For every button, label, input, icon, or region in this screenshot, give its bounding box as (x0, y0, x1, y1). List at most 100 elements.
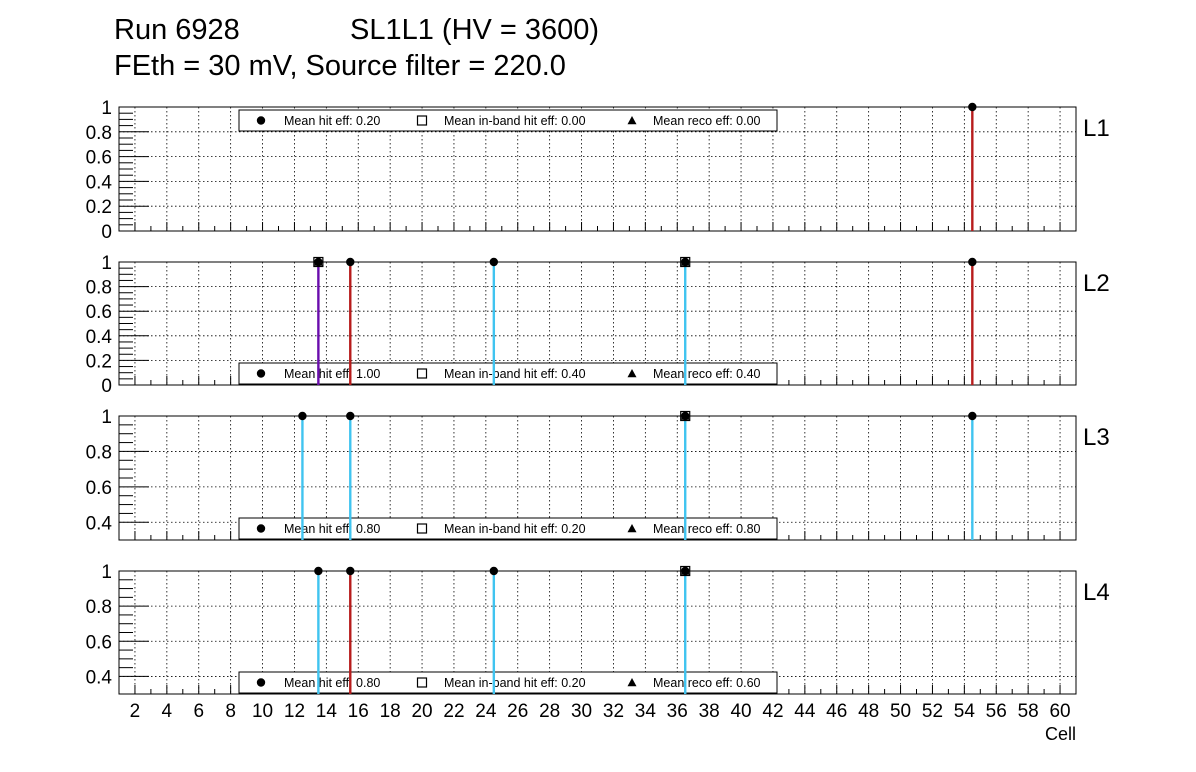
hit-marker (256, 678, 266, 687)
y-tick-label: 1 (101, 562, 112, 583)
x-tick-label: 32 (603, 701, 624, 722)
legend-hit-label: Mean hit eff: 1.00 (284, 367, 380, 381)
inband-marker (416, 368, 428, 379)
hit-marker (256, 116, 266, 125)
x-axis-label: Cell (1045, 724, 1076, 744)
legend-inband-label: Mean in-band hit eff: 0.00 (444, 114, 586, 128)
y-tick-label: 0 (101, 376, 112, 397)
legend-reco-label: Mean reco eff: 0.00 (653, 114, 761, 128)
x-tick-label: 48 (858, 701, 879, 722)
hit-marker (346, 566, 355, 576)
panel-label: L2 (1083, 270, 1110, 297)
y-tick-label: 0.6 (86, 632, 112, 653)
legend-hit-label: Mean hit eff: 0.80 (284, 522, 380, 536)
x-tick-label: 46 (826, 701, 847, 722)
inband-marker (416, 115, 428, 126)
reco-marker (627, 678, 637, 687)
legend-box (238, 109, 778, 132)
panel-label: L4 (1083, 579, 1110, 606)
hit-marker (489, 257, 499, 267)
hit-marker (256, 524, 266, 533)
legend-inband-label: Mean in-band hit eff: 0.40 (444, 367, 586, 381)
x-tick-label: 36 (667, 701, 688, 722)
panel-l3: 0.4 0.6 0.8 1 Mean hit eff: 0.80 Mean in-band… (86, 407, 1110, 541)
legend-box (238, 671, 778, 694)
x-tick-label: 16 (348, 701, 369, 722)
hit-marker (968, 102, 977, 112)
x-tick-label: 30 (571, 701, 592, 722)
panel-label: L1 (1083, 115, 1110, 142)
y-tick-label: 0.8 (86, 278, 112, 299)
reco-marker (627, 369, 637, 378)
legend: Mean hit eff: 0.80 Mean in-band hit eff: … (238, 517, 778, 540)
legend-box (238, 517, 778, 540)
reco-marker (680, 411, 690, 420)
x-tick-label: 2 (130, 701, 141, 722)
y-tick-label: 0.8 (86, 597, 112, 618)
x-tick-label: 50 (890, 701, 911, 722)
legend-reco-label: Mean reco eff: 0.60 (653, 676, 761, 690)
x-tick-label: 18 (380, 701, 401, 722)
reco-marker (680, 257, 690, 266)
y-tick-label: 0.6 (86, 478, 112, 499)
panel-l1: 0 0.2 0.4 0.6 0.8 1 Mean hit eff: 0.20 Mean in-… (86, 98, 1110, 243)
reco-marker (627, 524, 637, 533)
y-tick-label: 0.2 (86, 351, 112, 372)
x-tick-label: 10 (252, 701, 273, 722)
y-tick-label: 0 (101, 222, 112, 243)
y-tick-label: 0.6 (86, 148, 112, 169)
chart-subtitle: FEth = 30 mV, Source filter = 220.0 (114, 50, 566, 82)
legend-hit-label: Mean hit eff: 0.20 (284, 114, 380, 128)
x-tick-label: 42 (762, 701, 783, 722)
legend-reco-label: Mean reco eff: 0.40 (653, 367, 761, 381)
hit-marker (489, 566, 499, 576)
x-tick-label: 6 (193, 701, 204, 722)
y-tick-label: 0.4 (86, 327, 113, 348)
legend: Mean hit eff: 0.80 Mean in-band hit eff: … (238, 671, 778, 694)
x-tick-label: 60 (1049, 701, 1070, 722)
hit-marker (968, 257, 977, 267)
y-tick-label: 0.4 (86, 667, 113, 688)
y-tick-label: 1 (101, 407, 112, 428)
hit-marker (968, 411, 977, 421)
x-tick-label: 20 (411, 701, 432, 722)
y-tick-label: 0.2 (86, 197, 112, 218)
chart-title-run: Run 6928 (114, 14, 240, 46)
y-tick-label: 1 (101, 98, 112, 119)
x-tick-label: 56 (986, 701, 1007, 722)
hit-marker (346, 257, 355, 267)
panel-l2: 0 0.2 0.4 0.6 0.8 1 Mean hit eff: 1.00 Mean in-… (86, 253, 1110, 397)
hit-marker (298, 411, 307, 421)
legend-box (238, 362, 778, 385)
x-tick-label: 54 (954, 701, 976, 722)
y-tick-label: 0.6 (86, 302, 112, 323)
y-tick-label: 0.8 (86, 442, 112, 463)
hit-marker (314, 566, 323, 576)
reco-marker (627, 116, 637, 125)
x-tick-label: 12 (284, 701, 305, 722)
reco-marker (680, 566, 690, 575)
reco-marker (313, 257, 323, 266)
x-tick-label: 22 (443, 701, 464, 722)
y-tick-label: 0.8 (86, 123, 112, 144)
x-tick-label: 4 (162, 701, 173, 722)
legend: Mean hit eff: 1.00 Mean in-band hit eff: … (238, 362, 778, 385)
x-tick-label: 44 (794, 701, 816, 722)
x-tick-label: 14 (316, 701, 338, 722)
legend-inband-label: Mean in-band hit eff: 0.20 (444, 522, 586, 536)
y-tick-label: 0.4 (86, 172, 113, 193)
legend-hit-label: Mean hit eff: 0.80 (284, 676, 380, 690)
legend-inband-label: Mean in-band hit eff: 0.20 (444, 676, 586, 690)
y-tick-label: 0.4 (86, 513, 113, 534)
x-tick-label: 52 (922, 701, 943, 722)
x-tick-label: 38 (699, 701, 720, 722)
x-tick-label: 34 (635, 701, 657, 722)
legend: Mean hit eff: 0.20 Mean in-band hit eff: … (238, 109, 778, 132)
chart-title-chamber: SL1L1 (HV = 3600) (350, 14, 600, 46)
legend-reco-label: Mean reco eff: 0.80 (653, 522, 761, 536)
panel-l4: 0.4 0.6 0.8 1 Mean hit eff: 0.80 Mean in-band… (86, 562, 1110, 695)
inband-marker (416, 677, 428, 688)
x-tick-label: 40 (730, 701, 751, 722)
inband-marker (416, 523, 428, 534)
